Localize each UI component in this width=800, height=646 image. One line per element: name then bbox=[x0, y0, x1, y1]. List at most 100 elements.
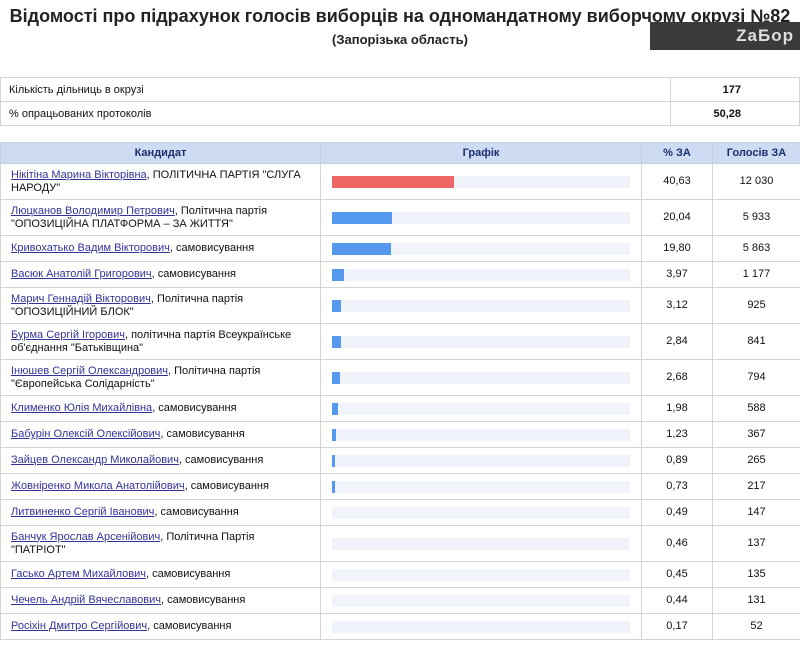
candidate-name-link[interactable]: Марич Геннадій Вікторович bbox=[11, 292, 151, 305]
candidate-row: Литвиненко Сергій Іванович, самовисуванн… bbox=[0, 499, 800, 526]
candidate-party: , політична партія Всеукраїнське об'єдна… bbox=[11, 328, 292, 354]
votes-cell: 135 bbox=[712, 561, 800, 588]
candidate-cell: Інюшев Сергій Олександрович, Політична п… bbox=[0, 359, 321, 396]
chart-cell bbox=[320, 163, 642, 200]
candidate-cell: Бабурін Олексій Олексійович, самовисуван… bbox=[0, 421, 321, 448]
candidate-name-link[interactable]: Чечель Андрій Вячеславович bbox=[11, 594, 161, 606]
candidate-party: , самовисування bbox=[147, 620, 232, 632]
column-header-chart: Графік bbox=[320, 142, 642, 164]
site-logo[interactable]: ZaБор bbox=[650, 22, 800, 50]
candidate-row: Жовнiренко Микола Анатолійович, самовису… bbox=[0, 473, 800, 500]
vote-bar-track bbox=[332, 175, 630, 188]
candidate-party: , самовисування bbox=[146, 568, 231, 580]
vote-bar-track bbox=[332, 454, 630, 467]
votes-cell: 217 bbox=[712, 473, 800, 500]
vote-bar bbox=[332, 299, 342, 312]
chart-cell bbox=[320, 421, 642, 448]
votes-cell: 588 bbox=[712, 395, 800, 422]
candidate-cell: Чечель Андрій Вячеславович, самовисуванн… bbox=[0, 587, 321, 614]
chart-cell bbox=[320, 199, 642, 236]
vote-bar-track bbox=[332, 594, 630, 607]
chart-cell bbox=[320, 261, 642, 288]
vote-bar-track bbox=[332, 402, 630, 415]
candidate-name-link[interactable]: Зайцев Олександр Миколайович bbox=[11, 454, 179, 466]
vote-bar bbox=[332, 175, 454, 188]
percent-cell: 3,12 bbox=[641, 287, 713, 324]
candidate-name-link[interactable]: Люцканов Володимир Петрович bbox=[11, 204, 175, 217]
votes-cell: 1 177 bbox=[712, 261, 800, 288]
chart-cell bbox=[320, 587, 642, 614]
votes-cell: 5 863 bbox=[712, 235, 800, 262]
percent-cell: 0,89 bbox=[641, 447, 713, 474]
candidate-name-link[interactable]: Кривохатько Вадим Вікторович bbox=[11, 242, 170, 254]
candidate-row: Зайцев Олександр Миколайович, самовисува… bbox=[0, 447, 800, 474]
percent-cell: 0,17 bbox=[641, 613, 713, 640]
chart-cell bbox=[320, 499, 642, 526]
column-header-votes[interactable]: Голосів ЗА bbox=[712, 142, 800, 164]
votes-cell: 925 bbox=[712, 287, 800, 324]
vote-bar-track bbox=[332, 268, 630, 281]
votes-cell: 841 bbox=[712, 323, 800, 360]
percent-cell: 40,63 bbox=[641, 163, 713, 200]
candidate-party: , ПОЛІТИЧНА ПАРТІЯ "СЛУГА НАРОДУ" bbox=[11, 168, 301, 194]
column-header-percent[interactable]: % ЗА bbox=[641, 142, 713, 164]
votes-cell: 147 bbox=[712, 499, 800, 526]
stats-label: Кількість дільниць в окрузі bbox=[0, 77, 671, 102]
candidate-name-link[interactable]: Клименко Юлія Михайлівна bbox=[11, 402, 153, 414]
candidate-cell: Нікітіна Марина Вікторівна, ПОЛІТИЧНА ПА… bbox=[0, 163, 321, 200]
candidate-cell: Васюк Анатолій Григорович, самовисування bbox=[0, 261, 321, 288]
candidate-party: , самовисування bbox=[178, 454, 264, 466]
candidate-party: , самовисування bbox=[184, 480, 269, 492]
candidate-row: Гасько Артем Михайлович, самовисування 0,… bbox=[0, 561, 800, 588]
candidate-party: , Політична партія "Європейська Солідарн… bbox=[11, 364, 261, 390]
candidate-cell: Бурма Сергій Ігорович, політична партія … bbox=[0, 323, 321, 360]
candidate-cell: Марич Геннадій Вікторович, Політична пар… bbox=[0, 287, 321, 324]
percent-cell: 1,23 bbox=[641, 421, 713, 448]
candidate-name-link[interactable]: Інюшев Сергій Олександрович bbox=[11, 364, 169, 377]
votes-cell: 794 bbox=[712, 359, 800, 396]
chart-cell bbox=[320, 447, 642, 474]
percent-cell: 2,68 bbox=[641, 359, 713, 396]
candidate-name-link[interactable]: Васюк Анатолій Григорович bbox=[11, 268, 152, 280]
vote-bar bbox=[332, 371, 341, 384]
candidate-party: , самовисування bbox=[160, 594, 246, 606]
vote-bar-track bbox=[332, 299, 630, 312]
candidate-name-link[interactable]: Бабурін Олексій Олексійович bbox=[11, 428, 161, 440]
candidate-cell: Кривохатько Вадим Вікторович, самовисува… bbox=[0, 235, 321, 262]
candidate-name-link[interactable]: Росіхін Дмитро Сергійович bbox=[11, 620, 148, 632]
stats-value: 177 bbox=[670, 77, 800, 102]
votes-cell: 5 933 bbox=[712, 199, 800, 236]
candidate-row: Банчук Ярослав Арсенійович, Політична Па… bbox=[0, 525, 800, 562]
page-title-text: Відомості про підрахунок голосів виборці… bbox=[9, 6, 791, 26]
candidate-name-link[interactable]: Гасько Артем Михайлович bbox=[11, 568, 146, 580]
percent-cell: 19,80 bbox=[641, 235, 713, 262]
stats-row: % опрацьованих протоколів 50,28 bbox=[0, 101, 800, 126]
candidate-party: , Політична партія "ОПОЗИЦІЙНА ПЛАТФОРМА… bbox=[11, 204, 268, 230]
candidate-party: , Політична партія "ОПОЗИЦІЙНИЙ БЛОК" bbox=[11, 292, 244, 318]
vote-bar bbox=[332, 211, 393, 224]
candidate-row: Кривохатько Вадим Вікторович, самовисува… bbox=[0, 235, 800, 262]
chart-cell bbox=[320, 473, 642, 500]
chart-cell bbox=[320, 287, 642, 324]
candidate-name-link[interactable]: Банчук Ярослав Арсенійович bbox=[11, 530, 161, 543]
candidate-cell: Зайцев Олександр Миколайович, самовисува… bbox=[0, 447, 321, 474]
chart-cell bbox=[320, 395, 642, 422]
candidate-row: Клименко Юлія Михайлівна, самовисування 1… bbox=[0, 395, 800, 422]
candidate-name-link[interactable]: Литвиненко Сергій Іванович bbox=[11, 506, 155, 518]
candidate-name-link[interactable]: Бурма Сергій Ігорович bbox=[11, 328, 125, 341]
vote-bar-track bbox=[332, 211, 630, 224]
candidate-cell: Люцканов Володимир Петрович, Політична п… bbox=[0, 199, 321, 236]
vote-bar bbox=[332, 335, 341, 348]
candidate-row: Бабурін Олексій Олексійович, самовисуван… bbox=[0, 421, 800, 448]
candidate-cell: Клименко Юлія Михайлівна, самовисування bbox=[0, 395, 321, 422]
vote-bar-track bbox=[332, 242, 630, 255]
candidate-party: , самовисування bbox=[152, 402, 237, 414]
candidate-party: , самовисування bbox=[160, 428, 245, 440]
column-header-candidate[interactable]: Кандидат bbox=[0, 142, 321, 164]
candidate-name-link[interactable]: Жовнiренко Микола Анатолійович bbox=[11, 480, 185, 492]
vote-bar-track bbox=[332, 371, 630, 384]
chart-cell bbox=[320, 561, 642, 588]
vote-bar-track bbox=[332, 537, 630, 550]
candidate-name-link[interactable]: Нікітіна Марина Вікторівна bbox=[11, 168, 147, 181]
stats-row: Кількість дільниць в окрузі 177 bbox=[0, 77, 800, 102]
